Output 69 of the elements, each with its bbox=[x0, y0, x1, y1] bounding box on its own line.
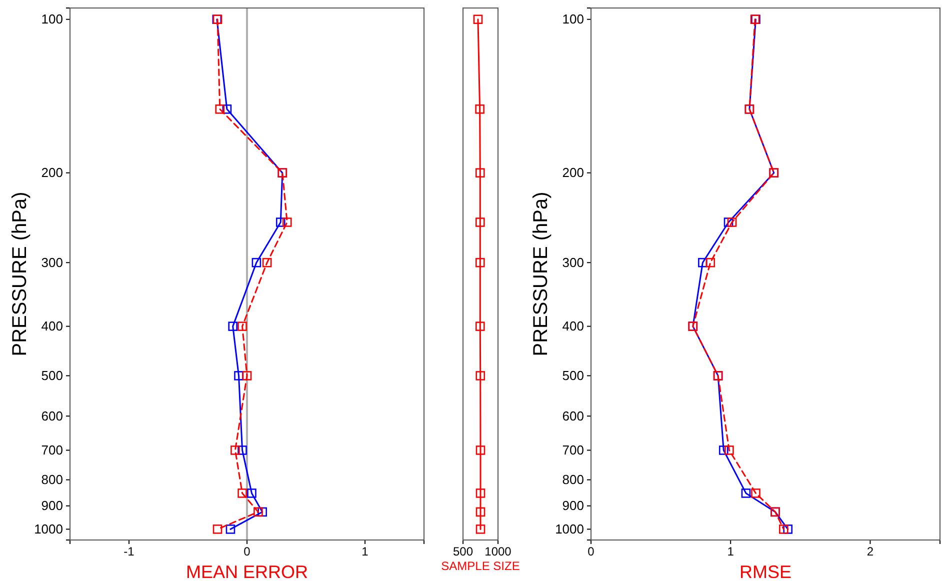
y-tick-label: 700 bbox=[562, 442, 584, 458]
point bbox=[727, 218, 737, 227]
point bbox=[741, 488, 751, 498]
y-tick-label: 400 bbox=[41, 318, 63, 334]
y-tick-label: 600 bbox=[562, 408, 584, 424]
point bbox=[238, 488, 247, 498]
x-tick-label: 500 bbox=[452, 544, 474, 559]
y-tick-label: 700 bbox=[41, 442, 63, 458]
y-tick-label: 800 bbox=[562, 472, 584, 487]
y-tick-label: 200 bbox=[41, 164, 63, 180]
y-tick-label: 800 bbox=[41, 472, 63, 487]
y-tick-label: 400 bbox=[562, 318, 584, 334]
point bbox=[476, 524, 486, 534]
y-tick-label: 1000 bbox=[34, 521, 63, 536]
x-tick-label: 0 bbox=[244, 544, 251, 559]
point bbox=[476, 446, 486, 455]
point bbox=[718, 446, 728, 455]
point bbox=[226, 524, 236, 534]
y-tick-label: 900 bbox=[41, 498, 63, 514]
point bbox=[215, 104, 225, 114]
y-tick-label: 100 bbox=[41, 12, 63, 27]
y-tick-label: 1000 bbox=[555, 521, 584, 536]
point bbox=[228, 322, 238, 331]
x-axis-title: RMSE bbox=[739, 562, 792, 581]
point bbox=[724, 446, 734, 455]
point bbox=[254, 507, 263, 517]
y-tick-label: 100 bbox=[562, 12, 584, 27]
x-tick-label: 0 bbox=[588, 544, 595, 559]
x-axis-title: SAMPLE SIZE bbox=[441, 559, 520, 573]
point bbox=[476, 488, 486, 498]
x-tick-label: 1 bbox=[362, 544, 369, 559]
point bbox=[234, 371, 244, 380]
point bbox=[247, 488, 256, 498]
y-tick-label: 300 bbox=[41, 254, 63, 270]
x-tick-label: 1000 bbox=[484, 544, 512, 559]
point bbox=[238, 322, 247, 331]
point bbox=[476, 258, 485, 268]
y-tick-label: 300 bbox=[562, 254, 584, 270]
y-tick-label: 900 bbox=[562, 498, 584, 514]
point bbox=[476, 168, 485, 178]
point bbox=[212, 524, 222, 534]
point bbox=[282, 218, 292, 227]
point bbox=[476, 218, 485, 227]
point bbox=[473, 14, 483, 24]
x-tick-label: 2 bbox=[866, 544, 874, 559]
point bbox=[230, 446, 240, 455]
point bbox=[476, 371, 486, 380]
point bbox=[252, 258, 262, 268]
point bbox=[698, 258, 708, 268]
point bbox=[242, 371, 252, 380]
point bbox=[751, 488, 760, 498]
point bbox=[706, 258, 716, 268]
y-axis-title: PRESSURE (hPa) bbox=[9, 192, 31, 356]
y-tick-label: 500 bbox=[562, 368, 584, 383]
point bbox=[475, 104, 484, 114]
point bbox=[276, 218, 286, 227]
y-tick-label: 500 bbox=[41, 368, 63, 383]
point bbox=[222, 104, 232, 114]
x-tick-label: 1 bbox=[727, 544, 734, 559]
x-tick-label: -1 bbox=[124, 544, 135, 559]
y-tick-label: 200 bbox=[562, 164, 584, 180]
point bbox=[476, 322, 485, 331]
y-axis-title: PRESSURE (hPa) bbox=[530, 192, 552, 356]
point bbox=[476, 507, 486, 517]
x-axis-title: MEAN ERROR bbox=[186, 562, 308, 581]
point bbox=[238, 446, 247, 455]
point bbox=[262, 258, 272, 268]
y-tick-label: 600 bbox=[41, 408, 63, 424]
point bbox=[779, 524, 788, 534]
